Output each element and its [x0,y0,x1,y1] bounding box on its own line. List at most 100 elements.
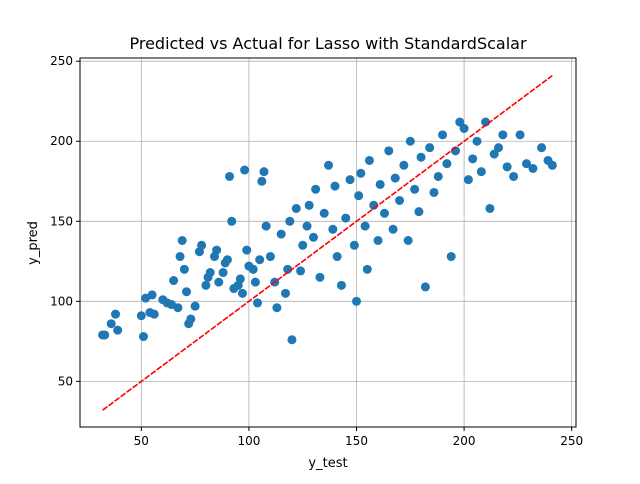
data-point [222,255,232,265]
data-point [476,167,486,177]
data-point [403,235,413,245]
data-point [328,224,338,234]
data-point [113,325,123,335]
data-point [173,303,183,313]
data-point [522,159,532,169]
data-point [111,309,121,319]
data-point [354,191,364,201]
data-point [502,162,512,172]
data-point [169,276,179,286]
data-point [373,235,383,245]
data-point [147,290,157,300]
data-point [390,173,400,183]
data-point [416,152,426,162]
data-point [455,117,465,127]
data-point [324,160,334,170]
data-point [384,146,394,156]
data-point [472,136,482,146]
data-point [485,203,495,213]
data-point [405,136,415,146]
data-point [438,130,448,140]
data-point [218,268,228,278]
data-point [349,240,359,250]
data-point [197,240,207,250]
data-point [425,143,435,153]
data-point [420,282,430,292]
x-tick-label: 200 [453,434,476,448]
data-point [250,277,260,287]
data-point [100,330,110,340]
data-point [259,167,269,177]
data-point [255,255,265,265]
data-point [182,287,192,297]
data-point [285,216,295,226]
data-point [287,335,297,345]
data-point [388,224,398,234]
data-point [446,252,456,262]
data-point [304,200,314,210]
x-tick-label: 100 [237,434,260,448]
data-point [248,264,258,274]
data-point [276,229,286,239]
data-point [463,175,473,185]
data-point [281,288,291,298]
data-point [212,245,222,255]
data-point [291,203,301,213]
data-point [360,221,370,231]
data-point [315,272,325,282]
data-point [227,216,237,226]
data-point [345,175,355,185]
plot-frame [79,57,577,428]
data-point [410,184,420,194]
data-point [498,130,508,140]
data-point [214,277,224,287]
data-point [265,252,275,262]
data-point [537,143,547,153]
x-axis-ticks: 50 100 150 200 250 [134,427,583,448]
data-point [237,288,247,298]
data-point [330,181,340,191]
data-points [98,117,557,345]
data-point [319,208,329,218]
data-point [362,264,372,274]
data-point [186,314,196,324]
data-point [190,301,200,311]
data-point [364,155,374,165]
data-point [298,240,308,250]
data-point [528,163,538,173]
data-point [494,143,504,153]
data-point [429,187,439,197]
y-tick-label: 50 [58,374,73,388]
data-point [332,252,342,262]
data-point [175,252,185,262]
x-axis-label: y_test [308,456,347,471]
data-point [336,280,346,290]
y-tick-label: 100 [50,294,73,308]
y-tick-label: 150 [50,214,73,228]
data-point [395,195,405,205]
data-point [201,280,211,290]
y-tick-label: 200 [50,134,73,148]
data-point [177,235,187,245]
data-point [459,123,469,133]
data-point [253,298,263,308]
data-point [240,165,250,175]
data-point [414,207,424,217]
data-point [311,184,321,194]
fit-line-segment [102,74,553,411]
data-point [242,245,252,255]
data-point [138,332,148,342]
data-point [106,319,116,329]
data-point [235,274,245,284]
data-point [225,171,235,181]
x-tick-label: 150 [345,434,368,448]
data-point [375,179,385,189]
data-point [179,264,189,274]
data-point [302,221,312,231]
data-point [379,208,389,218]
data-point [261,221,271,231]
data-point [272,303,282,313]
y-tick-label: 250 [50,54,73,68]
